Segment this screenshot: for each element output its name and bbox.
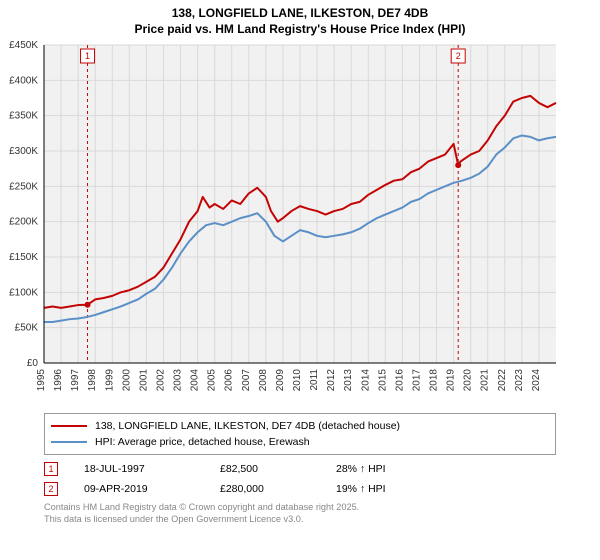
- footer-line-2: This data is licensed under the Open Gov…: [44, 514, 556, 526]
- svg-text:£0: £0: [27, 358, 39, 369]
- svg-text:2023: 2023: [514, 369, 525, 392]
- svg-text:2007: 2007: [241, 369, 252, 392]
- svg-text:1997: 1997: [70, 369, 81, 392]
- sale-price-2: £280,000: [220, 483, 310, 495]
- svg-text:£300K: £300K: [9, 146, 38, 157]
- svg-text:2021: 2021: [480, 369, 491, 392]
- svg-text:1998: 1998: [87, 369, 98, 392]
- svg-text:2014: 2014: [360, 369, 371, 392]
- sales-block: 1 18-JUL-1997 £82,500 28% ↑ HPI 2 09-APR…: [44, 459, 556, 499]
- legend-label-1: 138, LONGFIELD LANE, ILKESTON, DE7 4DB (…: [95, 420, 400, 432]
- sale-date-2: 09-APR-2019: [84, 483, 194, 495]
- legend-line-1: [51, 425, 87, 427]
- footer-line-1: Contains HM Land Registry data © Crown c…: [44, 502, 556, 514]
- svg-text:2016: 2016: [394, 369, 405, 392]
- svg-text:2000: 2000: [121, 369, 132, 392]
- svg-text:£200K: £200K: [9, 217, 38, 228]
- svg-text:2001: 2001: [138, 369, 149, 392]
- svg-text:1: 1: [85, 51, 90, 61]
- svg-text:2005: 2005: [207, 369, 218, 392]
- svg-text:2019: 2019: [446, 369, 457, 392]
- sale-row-2: 2 09-APR-2019 £280,000 19% ↑ HPI: [44, 479, 556, 499]
- title-subtitle: Price paid vs. HM Land Registry's House …: [0, 22, 600, 38]
- svg-text:2017: 2017: [411, 369, 422, 392]
- svg-text:2010: 2010: [292, 369, 303, 392]
- sale-date-1: 18-JUL-1997: [84, 463, 194, 475]
- footer: Contains HM Land Registry data © Crown c…: [44, 502, 556, 525]
- svg-text:£150K: £150K: [9, 252, 38, 263]
- legend-box: 138, LONGFIELD LANE, ILKESTON, DE7 4DB (…: [44, 413, 556, 455]
- sale-row-1: 1 18-JUL-1997 £82,500 28% ↑ HPI: [44, 459, 556, 479]
- svg-text:2012: 2012: [326, 369, 337, 392]
- svg-text:2020: 2020: [463, 369, 474, 392]
- svg-text:2: 2: [456, 51, 461, 61]
- svg-text:£350K: £350K: [9, 111, 38, 122]
- title-address: 138, LONGFIELD LANE, ILKESTON, DE7 4DB: [0, 6, 600, 22]
- chart-area: £0 £50K £100K £150K £200K £250K £300K £350K £400…: [0, 41, 560, 411]
- svg-text:£400K: £400K: [9, 76, 38, 87]
- legend-line-2: [51, 441, 87, 443]
- svg-text:£250K: £250K: [9, 182, 38, 193]
- sale-marker-2: 2: [44, 482, 58, 496]
- sale-price-1: £82,500: [220, 463, 310, 475]
- legend-row-2: HPI: Average price, detached house, Erew…: [51, 434, 549, 450]
- svg-text:1999: 1999: [104, 369, 115, 392]
- svg-text:1996: 1996: [53, 369, 64, 392]
- svg-text:2011: 2011: [309, 369, 320, 391]
- svg-text:2022: 2022: [497, 369, 508, 392]
- svg-text:2003: 2003: [173, 369, 184, 392]
- legend-label-2: HPI: Average price, detached house, Erew…: [95, 436, 310, 448]
- chart-svg: £0 £50K £100K £150K £200K £250K £300K £350K £400…: [0, 41, 560, 411]
- svg-text:2002: 2002: [155, 369, 166, 392]
- svg-text:2013: 2013: [343, 369, 354, 392]
- svg-text:£100K: £100K: [9, 288, 38, 299]
- sale-hpi-2: 19% ↑ HPI: [336, 483, 556, 495]
- svg-text:2009: 2009: [275, 369, 286, 392]
- chart-container: 138, LONGFIELD LANE, ILKESTON, DE7 4DB P…: [0, 0, 600, 560]
- legend-row-1: 138, LONGFIELD LANE, ILKESTON, DE7 4DB (…: [51, 418, 549, 434]
- svg-text:£450K: £450K: [9, 41, 38, 51]
- svg-text:2006: 2006: [224, 369, 235, 392]
- sale-marker-1: 1: [44, 462, 58, 476]
- svg-text:£50K: £50K: [15, 323, 39, 334]
- title-block: 138, LONGFIELD LANE, ILKESTON, DE7 4DB P…: [0, 6, 600, 37]
- svg-text:2018: 2018: [429, 369, 440, 392]
- sale-marker-1-num: 1: [48, 465, 53, 474]
- svg-text:2008: 2008: [258, 369, 269, 392]
- svg-text:2015: 2015: [377, 369, 388, 392]
- sale-marker-2-num: 2: [48, 485, 53, 494]
- svg-text:2024: 2024: [531, 369, 542, 392]
- svg-text:2004: 2004: [190, 369, 201, 392]
- sale-hpi-1: 28% ↑ HPI: [336, 463, 556, 475]
- svg-text:1995: 1995: [36, 369, 47, 392]
